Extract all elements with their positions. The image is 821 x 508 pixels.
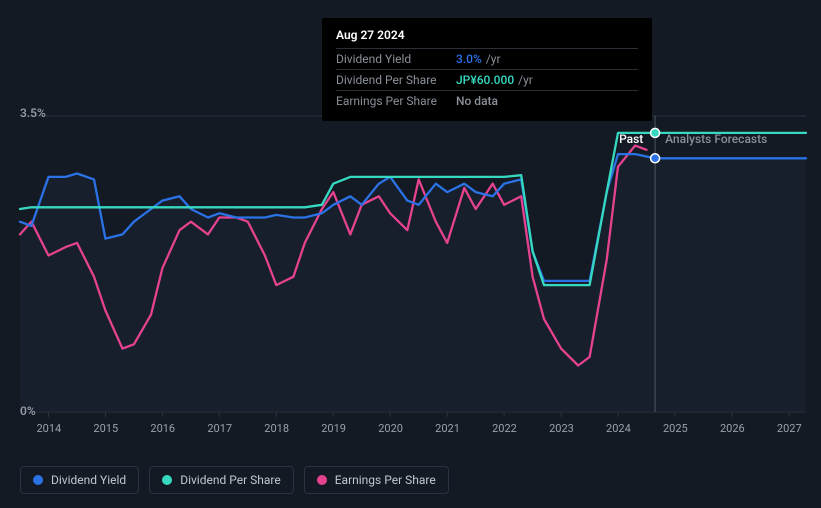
legend-dividend-yield[interactable]: Dividend Yield (20, 466, 139, 494)
tooltip-row-unit: /yr (486, 52, 501, 66)
legend-dot-dividend-yield (33, 475, 43, 485)
x-axis-label: 2015 (93, 422, 118, 435)
dividend-chart: 3.5% 0% 2014 2015 2016 2017 2018 2019 2020 2021… (0, 0, 821, 508)
chart-tooltip: Aug 27 2024 Dividend Yield3.0%/yrDividen… (322, 18, 652, 121)
tooltip-row: Earnings Per ShareNo data (336, 90, 638, 111)
y-axis-min-label: 0% (20, 404, 36, 418)
x-axis-label: 2021 (435, 422, 460, 435)
tooltip-row: Dividend Yield3.0% /yr (336, 48, 638, 69)
legend-earnings-per-share[interactable]: Earnings Per Share (304, 466, 449, 494)
tooltip-row: Dividend Per ShareJP¥60.000/yr (336, 69, 638, 90)
tooltip-row-label: Earnings Per Share (336, 94, 456, 108)
x-axis-label: 2019 (321, 422, 346, 435)
legend-label-dividend-per-share: Dividend Per Share (180, 473, 281, 487)
x-axis-label: 2024 (606, 422, 631, 435)
tooltip-row-value: 3.0% (456, 52, 482, 66)
x-axis-label: 2026 (720, 422, 745, 435)
y-axis-max-label: 3.5% (20, 106, 46, 120)
legend-dividend-per-share[interactable]: Dividend Per Share (149, 466, 294, 494)
x-axis-label: 2027 (777, 422, 802, 435)
tooltip-row-value: JP¥60.000 (456, 73, 514, 87)
legend-label-dividend-yield: Dividend Yield (51, 473, 126, 487)
x-axis-label: 2018 (264, 422, 289, 435)
past-label: Past (619, 132, 643, 146)
forecast-label: Analysts Forecasts (665, 132, 767, 146)
x-axis-label: 2023 (549, 422, 574, 435)
tooltip-date: Aug 27 2024 (336, 28, 638, 48)
legend-dot-earnings-per-share (317, 475, 327, 485)
x-axis-label: 2016 (150, 422, 175, 435)
tooltip-row-label: Dividend Per Share (336, 73, 456, 87)
x-axis-label: 2020 (378, 422, 403, 435)
tooltip-row-label: Dividend Yield (336, 52, 456, 66)
chart-legend: Dividend Yield Dividend Per Share Earnin… (20, 466, 449, 494)
tooltip-row-unit: /yr (518, 73, 533, 87)
x-axis-label: 2017 (207, 422, 232, 435)
tooltip-row-value: No data (456, 94, 498, 108)
legend-dot-dividend-per-share (162, 475, 172, 485)
legend-label-earnings-per-share: Earnings Per Share (335, 473, 436, 487)
x-axis-label: 2014 (36, 422, 61, 435)
x-axis-label: 2025 (663, 422, 688, 435)
x-axis-label: 2022 (492, 422, 517, 435)
